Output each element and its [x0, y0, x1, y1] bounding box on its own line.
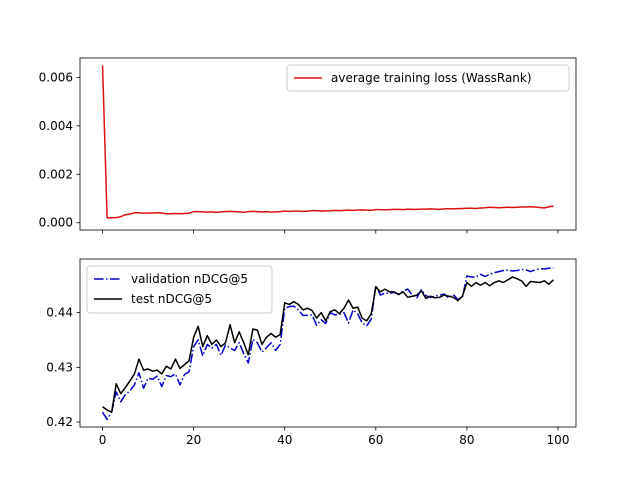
legend-box	[286, 64, 570, 92]
x-tick-label: 100	[547, 433, 570, 447]
y-tick-label: 0.43	[46, 360, 73, 374]
x-tick-label: 20	[186, 433, 201, 447]
series-line-0-0	[101, 65, 554, 219]
y-tick-label: 0.002	[39, 167, 73, 181]
legend-label: validation nDCG@5	[131, 272, 248, 286]
x-tick-label: 80	[459, 433, 474, 447]
training-loss-subplot: 0.000 0.002 0.004 0.006 average training los…	[39, 57, 577, 234]
legend-label: average training loss (WassRank)	[331, 71, 532, 85]
x-tick-label: 0	[99, 433, 107, 447]
axes-frame	[79, 57, 577, 231]
x-tick-label: 60	[368, 433, 383, 447]
axes-frame	[79, 258, 577, 428]
x-tick-label: 40	[277, 433, 292, 447]
y-tick-label: 0.000	[39, 216, 73, 230]
y-tick-label: 0.42	[46, 415, 73, 429]
legend-box	[86, 265, 273, 314]
y-tick-label: 0.004	[39, 119, 73, 133]
ndcg-subplot: 0 20 40 60 80 100 0.42 0.43 0.44 validation nDCG@…	[46, 258, 577, 447]
y-tick-label: 0.006	[39, 70, 73, 84]
series-line-1-1	[102, 276, 554, 413]
legend-label: test nDCG@5	[131, 292, 212, 306]
series-line-1-0	[101, 267, 554, 421]
y-tick-label: 0.44	[46, 306, 73, 320]
